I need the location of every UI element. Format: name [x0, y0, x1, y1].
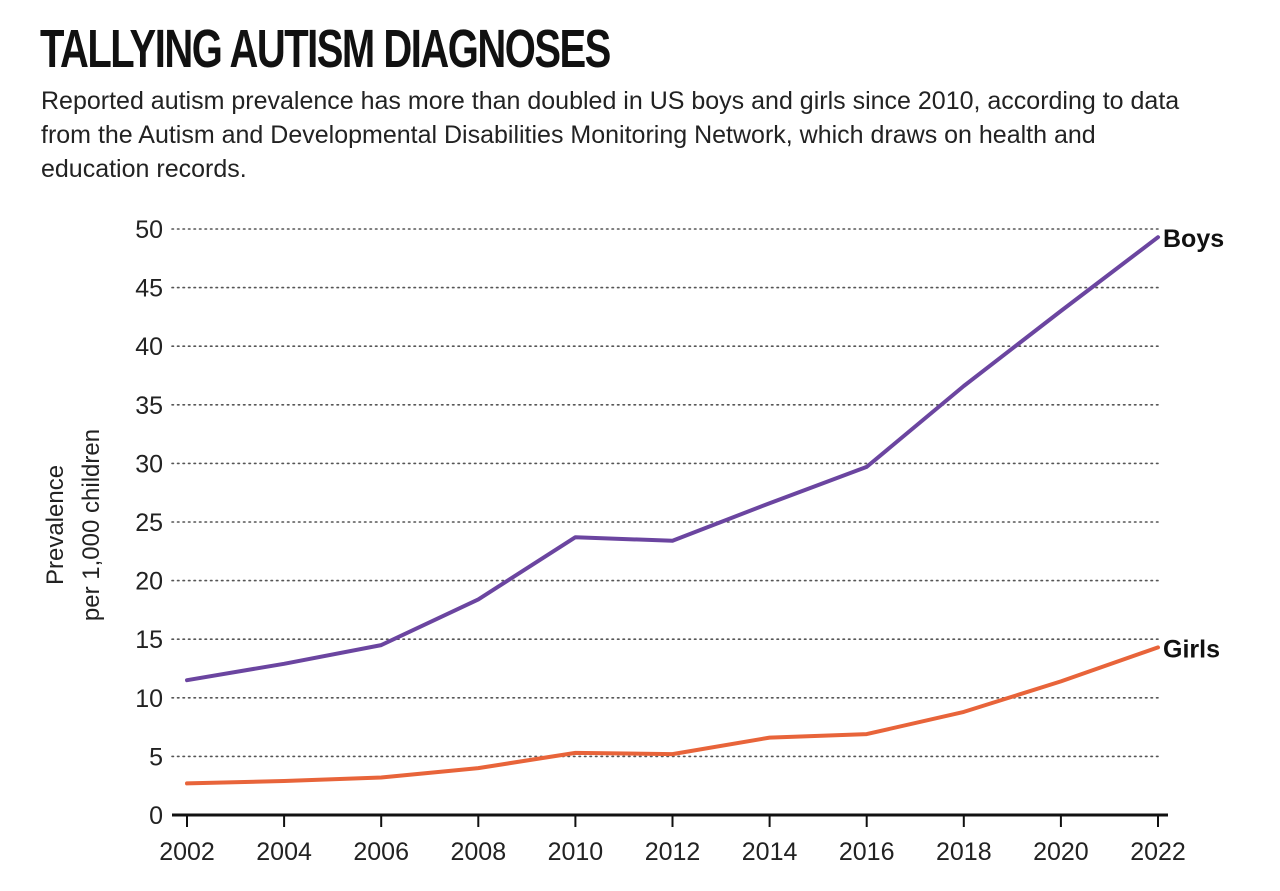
y-tick-label: 30 — [135, 450, 163, 478]
x-tick-label: 2004 — [256, 838, 312, 866]
x-tick-label: 2008 — [450, 838, 506, 866]
x-tick-label: 2010 — [548, 838, 604, 866]
x-tick-label: 2016 — [839, 838, 895, 866]
y-tick-label: 5 — [149, 743, 163, 771]
x-tick-label: 2012 — [645, 838, 701, 866]
x-tick-label: 2022 — [1130, 838, 1186, 866]
y-tick-label: 40 — [135, 333, 163, 361]
y-tick-label: 10 — [135, 685, 163, 713]
series-label-boys: Boys — [1163, 225, 1224, 253]
y-tick-label: 25 — [135, 509, 163, 537]
series-label-girls: Girls — [1163, 635, 1220, 663]
series-labels: Boys Girls — [1163, 225, 1224, 663]
y-axis-ticks: 0 5 10 15 20 25 30 35 40 45 50 — [135, 216, 163, 830]
x-tick-label: 2018 — [936, 838, 992, 866]
series-lines — [185, 235, 1160, 786]
chart-subtitle: Reported autism prevalence has more than… — [41, 87, 1180, 183]
y-tick-label: 45 — [135, 275, 163, 303]
y-axis-label-line2: per 1,000 children — [78, 429, 105, 621]
y-tick-label: 15 — [135, 626, 163, 654]
y-tick-label: 50 — [135, 216, 163, 244]
x-tick-label: 2002 — [159, 838, 215, 866]
y-tick-label: 0 — [149, 802, 163, 830]
x-axis: 2002 2004 2006 2008 2010 2012 2014 2016 2018 2020… — [159, 813, 1186, 866]
y-tick-label: 20 — [135, 568, 163, 596]
x-tick-label: 2006 — [353, 838, 409, 866]
x-tick-label: 2020 — [1033, 838, 1089, 866]
series-line-boys — [185, 235, 1160, 683]
y-tick-label: 35 — [135, 392, 163, 420]
x-tick-label: 2014 — [742, 838, 798, 866]
chart-title: TALLYING AUTISM DIAGNOSES — [40, 19, 611, 79]
y-axis-label-line1: Prevalence — [42, 465, 69, 585]
gridlines — [171, 228, 1161, 758]
series-line-girls — [185, 645, 1160, 786]
